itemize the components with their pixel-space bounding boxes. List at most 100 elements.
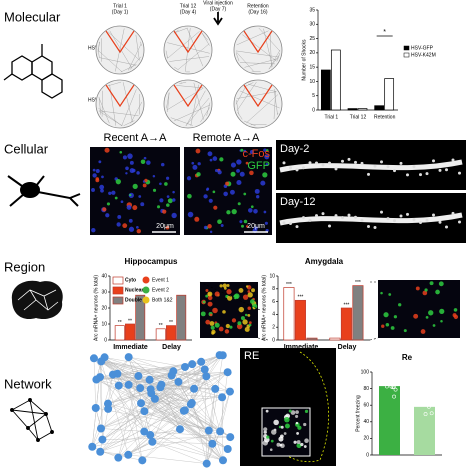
y-tick-label: 60 bbox=[363, 403, 369, 409]
cell bbox=[203, 225, 208, 230]
cell bbox=[229, 325, 233, 329]
edge bbox=[101, 361, 223, 398]
node bbox=[204, 426, 213, 435]
edge bbox=[96, 379, 209, 431]
cell bbox=[280, 425, 284, 429]
cell bbox=[453, 308, 458, 312]
scale-label: 20μm bbox=[156, 223, 174, 230]
edge bbox=[142, 429, 181, 461]
cell bbox=[115, 179, 121, 185]
cell bbox=[284, 416, 290, 423]
edge bbox=[104, 357, 179, 383]
node bbox=[202, 372, 211, 381]
spine bbox=[328, 161, 331, 165]
cell bbox=[231, 208, 237, 215]
track bbox=[140, 41, 142, 46]
cell bbox=[247, 292, 253, 298]
cell bbox=[271, 429, 277, 435]
legend-note: Event 1 bbox=[152, 277, 169, 283]
network-icon bbox=[10, 398, 54, 442]
track bbox=[97, 41, 100, 52]
node bbox=[146, 385, 155, 394]
track bbox=[258, 27, 281, 52]
cell bbox=[114, 196, 118, 200]
cell bbox=[300, 442, 304, 447]
edge bbox=[112, 374, 142, 404]
cell bbox=[236, 179, 242, 186]
spine bbox=[295, 225, 299, 229]
track bbox=[273, 88, 278, 115]
cell bbox=[164, 182, 168, 186]
node bbox=[136, 384, 145, 393]
spine bbox=[308, 161, 312, 165]
y-tick-label: 6 bbox=[272, 299, 275, 305]
track bbox=[193, 82, 204, 120]
cell bbox=[270, 439, 274, 443]
cell bbox=[117, 215, 122, 219]
y-tick-label: 10 bbox=[309, 79, 315, 85]
track bbox=[123, 120, 135, 126]
x-tick-label: Trial 12 bbox=[350, 114, 367, 120]
arena bbox=[95, 25, 145, 75]
shock-zone bbox=[173, 84, 203, 108]
cell bbox=[251, 288, 256, 293]
chart-title: Amygdala bbox=[305, 257, 344, 266]
edge bbox=[99, 376, 151, 436]
significance: ** bbox=[118, 320, 122, 326]
subject-dot bbox=[423, 412, 428, 416]
node bbox=[218, 456, 227, 465]
cell bbox=[166, 203, 170, 207]
cell bbox=[432, 324, 436, 327]
cell bbox=[140, 202, 145, 207]
cell bbox=[248, 323, 252, 327]
track bbox=[128, 43, 142, 71]
track bbox=[240, 90, 280, 109]
row-label: Molecular bbox=[4, 9, 61, 24]
cell bbox=[296, 440, 301, 445]
x-tick-label: Immediate bbox=[113, 344, 148, 351]
cell bbox=[166, 176, 170, 180]
cell bbox=[171, 212, 177, 219]
cell bbox=[249, 299, 255, 304]
track bbox=[109, 30, 133, 69]
track bbox=[206, 102, 211, 116]
cell bbox=[422, 290, 428, 296]
spine bbox=[393, 169, 396, 173]
cell bbox=[209, 158, 213, 162]
spine bbox=[419, 173, 422, 177]
bar bbox=[374, 105, 385, 111]
track bbox=[185, 97, 210, 127]
spine bbox=[412, 218, 416, 222]
cell bbox=[212, 190, 216, 194]
spine bbox=[380, 160, 383, 164]
cell bbox=[172, 198, 176, 202]
cell bbox=[159, 198, 164, 203]
cell bbox=[264, 154, 270, 160]
stage-name: Trial 12 bbox=[180, 3, 197, 9]
edge bbox=[140, 403, 209, 431]
cell bbox=[143, 156, 147, 160]
spine bbox=[367, 172, 370, 176]
cell bbox=[132, 205, 138, 211]
edge bbox=[173, 371, 192, 405]
cell bbox=[295, 414, 299, 418]
cell bbox=[238, 287, 244, 293]
spine bbox=[289, 222, 292, 226]
significance: ** bbox=[128, 318, 132, 324]
node bbox=[124, 353, 133, 362]
node bbox=[218, 351, 227, 360]
arena bbox=[95, 79, 145, 129]
subject-dot bbox=[385, 384, 389, 389]
cell bbox=[222, 283, 227, 288]
panel-title: Recent A→A bbox=[104, 132, 168, 144]
cell bbox=[290, 410, 296, 415]
cell bbox=[132, 183, 138, 190]
cell bbox=[226, 289, 232, 295]
cell bbox=[214, 168, 219, 173]
cell bbox=[230, 189, 235, 195]
spine bbox=[334, 167, 338, 171]
cell bbox=[210, 325, 215, 330]
spine bbox=[451, 211, 455, 215]
track bbox=[107, 81, 122, 87]
